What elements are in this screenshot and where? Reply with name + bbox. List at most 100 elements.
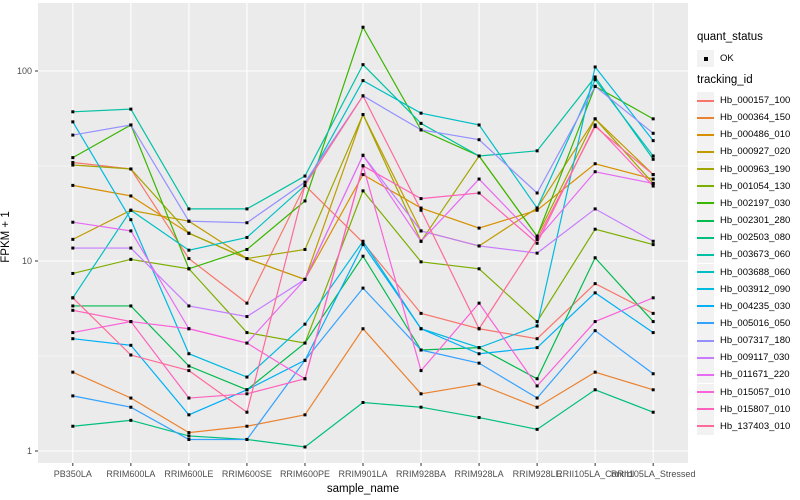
line-key-icon — [697, 177, 714, 195]
legend-item-label: Hb_005016_050 — [720, 317, 791, 329]
data-point — [129, 257, 133, 261]
data-point — [419, 229, 423, 233]
data-point — [477, 416, 481, 420]
data-point — [419, 128, 423, 132]
data-point — [593, 329, 597, 333]
data-point — [535, 191, 539, 195]
x-tick-label-RRII105LA_Control: RRII105LA_Control — [556, 469, 635, 479]
data-point — [361, 94, 365, 98]
data-point — [129, 353, 133, 357]
data-point — [361, 189, 365, 193]
legend-item-label: Hb_002503_080 — [720, 232, 791, 244]
data-point — [245, 247, 249, 251]
x-tick-label-RRIM600LA: RRIM600LA — [106, 469, 156, 479]
legend-item-label: Hb_000927_020 — [720, 146, 791, 158]
data-point — [535, 384, 539, 388]
data-point — [303, 341, 307, 345]
legend-item-label: Hb_002301_280 — [720, 215, 791, 227]
point-key-icon — [697, 50, 714, 67]
data-point — [245, 341, 249, 345]
data-point — [593, 84, 597, 88]
data-point — [477, 226, 481, 230]
data-point — [187, 248, 191, 252]
data-point — [651, 173, 655, 177]
data-point — [593, 78, 597, 82]
data-point — [535, 337, 539, 341]
data-point — [535, 377, 539, 381]
y-tick-label-1: 1 — [26, 446, 32, 456]
data-point — [187, 327, 191, 331]
data-point — [419, 206, 423, 210]
data-point — [187, 352, 191, 356]
data-point — [303, 445, 307, 449]
data-point — [71, 296, 75, 300]
data-point — [71, 337, 75, 341]
data-point — [651, 331, 655, 335]
y-tick-label-10: 10 — [21, 256, 32, 266]
data-point — [245, 301, 249, 305]
line-key-icon — [697, 212, 714, 230]
data-point — [129, 405, 133, 409]
legend-item-label: Hb_000963_190 — [720, 163, 791, 175]
legend-item-label: Hb_007317_180 — [720, 335, 791, 347]
data-point — [187, 267, 191, 271]
data-point — [535, 208, 539, 212]
data-point — [419, 311, 423, 315]
x-tick-label-RRIM928BA: RRIM928BA — [396, 469, 447, 479]
data-point — [129, 123, 133, 127]
data-point — [245, 424, 249, 428]
data-point — [71, 220, 75, 224]
data-point — [129, 208, 133, 212]
data-point — [419, 121, 423, 125]
data-point — [477, 267, 481, 271]
data-point — [361, 327, 365, 331]
legend-item-label: Hb_011671_220 — [720, 369, 790, 381]
data-point — [129, 304, 133, 308]
data-point — [593, 170, 597, 174]
data-point — [361, 254, 365, 258]
data-point — [71, 156, 75, 160]
data-point — [535, 206, 539, 210]
data-point — [129, 107, 133, 111]
data-point — [71, 370, 75, 374]
x-tick-label-PB350LA: PB350LA — [53, 469, 92, 479]
data-point — [129, 167, 133, 171]
data-point — [245, 221, 249, 225]
data-point — [535, 324, 539, 328]
line-key-icon — [697, 246, 714, 264]
data-point — [651, 139, 655, 143]
data-point — [129, 320, 133, 324]
line-key-icon — [697, 109, 714, 127]
line-key-icon — [697, 400, 714, 418]
data-point — [651, 372, 655, 376]
line-key-icon — [697, 332, 714, 350]
data-point — [303, 199, 307, 203]
data-point — [593, 370, 597, 374]
data-point — [651, 320, 655, 324]
data-point — [651, 184, 655, 188]
line-key-icon — [697, 92, 714, 109]
data-point — [535, 149, 539, 153]
data-point — [361, 400, 365, 404]
data-point — [361, 79, 365, 83]
data-point — [477, 361, 481, 365]
data-point — [129, 194, 133, 198]
data-point — [535, 241, 539, 245]
data-point — [303, 322, 307, 326]
line-key-icon — [697, 280, 714, 298]
legend-item-label: Hb_003673_060 — [720, 249, 791, 261]
data-point — [129, 343, 133, 347]
data-point — [593, 282, 597, 286]
data-point — [593, 75, 597, 79]
data-point — [535, 396, 539, 400]
data-point — [593, 207, 597, 211]
data-point — [477, 382, 481, 386]
y-tick-label-100: 100 — [16, 66, 32, 76]
data-point — [303, 247, 307, 251]
line-key-icon — [697, 194, 714, 212]
data-point — [477, 352, 481, 356]
legend-item-label: Hb_002197_030 — [720, 197, 791, 209]
x-tick-label-RRII105LA_Stressed: RRII105LA_Stressed — [610, 469, 696, 479]
data-point — [187, 257, 191, 261]
data-point — [245, 392, 249, 396]
